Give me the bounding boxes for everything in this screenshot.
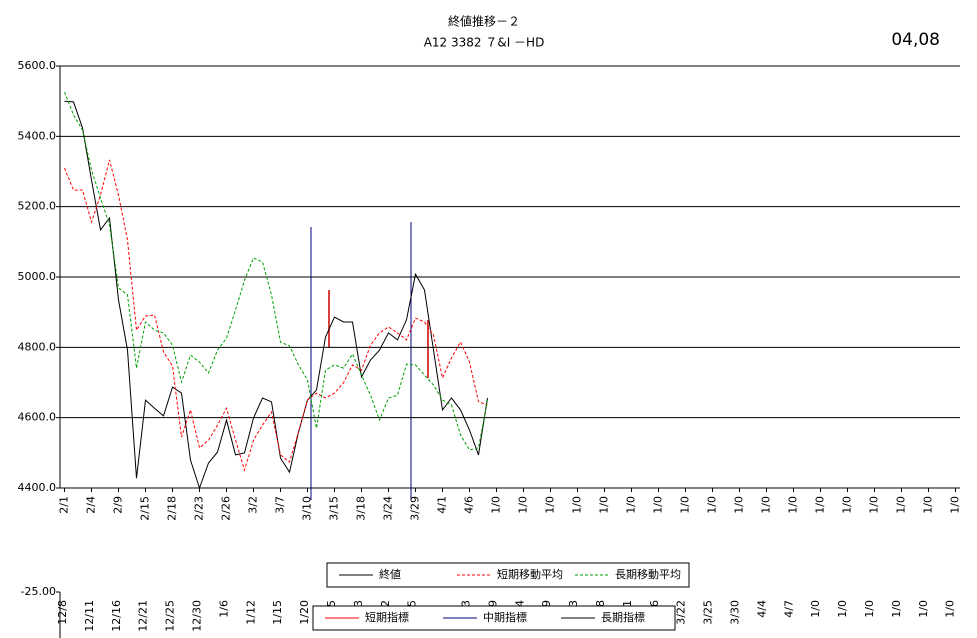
x-tick-label: 4/7 [782,600,795,618]
x-tick-label: 1 [621,600,634,607]
legend-label: 終値 [379,567,401,581]
x-tick-label: 3 [460,600,473,607]
x-tick-label: 1/0 [490,496,503,514]
x-tick-label: 12/11 [83,600,96,632]
x-tick-label: 12/21 [137,600,150,632]
y-tick-label: 4400.0 [18,481,57,494]
x-tick-label: 1/0 [706,496,719,514]
x-tick-label: 1/0 [922,496,935,514]
y-tick-label: 5000.0 [18,270,57,283]
x-tick-label: 3/29 [409,496,422,521]
x-tick-label: 2/4 [85,496,98,514]
legend-label: 短期移動平均 [497,567,563,581]
x-tick-label: 1/0 [890,600,903,618]
x-tick-label: 3/10 [301,496,314,521]
y-tick-label: 5400.0 [18,129,57,142]
x-tick-label: 12/8 [56,600,69,625]
x-tick-label: 2 [379,600,392,607]
x-tick-label: 9 [540,600,553,607]
x-tick-label: 1/15 [271,600,284,625]
chart-subtitle: A12 3382 ７&I －HD [424,36,545,50]
x-tick-label: 1/0 [544,496,557,514]
series-line [64,100,488,490]
x-tick-label: 1/0 [895,496,908,514]
series-line [64,159,488,472]
x-tick-label: 1/0 [787,496,800,514]
x-tick-label: 3/30 [729,600,742,625]
series-line [64,91,488,451]
x-tick-label: 2/1 [58,496,71,514]
x-tick-label: 12/25 [164,600,177,632]
x-tick-label: 2/18 [166,496,179,521]
y-tick-label: 5200.0 [18,200,57,213]
legend-label: 長期指標 [601,610,645,624]
x-tick-label: 3/7 [274,496,287,514]
x-tick-label: 1/0 [917,600,930,618]
chart-title: 終値推移－２ [448,14,520,29]
x-tick-label: 4/1 [436,496,449,514]
x-tick-label: 1/0 [814,496,827,514]
y-tick-label: 4600.0 [18,411,57,424]
x-tick-label: 1/0 [652,496,665,514]
annotation: 04,08 [891,30,940,50]
y-tick-label: -25.00 [21,585,56,598]
x-tick-label: 3 [567,600,580,607]
x-tick-label: 1/0 [625,496,638,514]
x-tick-label: 1/0 [863,600,876,618]
x-tick-label: 3 [352,600,365,607]
x-tick-label: 1/20 [298,600,311,625]
x-tick-label: 1/0 [679,496,692,514]
x-tick-label: 1/0 [868,496,881,514]
x-tick-label: 9 [486,600,499,607]
x-tick-label: 1/0 [809,600,822,618]
y-tick-label: 5600.0 [18,59,57,72]
x-tick-label: 12/16 [110,600,123,632]
legend-label: 短期指標 [365,610,409,624]
x-tick-label: 3/24 [382,496,395,521]
legend-label: 長期移動平均 [615,567,681,581]
x-tick-label: 2/15 [139,496,152,521]
x-tick-label: 3/22 [675,600,688,625]
x-tick-label: 1/0 [760,496,773,514]
x-tick-label: 2/9 [112,496,125,514]
x-tick-label: 1/6 [217,600,230,618]
x-tick-label: 1/0 [949,496,962,514]
x-tick-label: 2/26 [220,496,233,521]
x-tick-label: 1/12 [244,600,257,625]
x-tick-label: 5 [406,600,419,607]
legend-box [312,605,676,631]
x-tick-label: 12/30 [191,600,204,632]
x-tick-label: 1/0 [571,496,584,514]
x-tick-label: 1/0 [733,496,746,514]
x-tick-label: 3/18 [355,496,368,521]
y-tick-label: 4800.0 [18,340,57,353]
x-tick-label: 3/25 [702,600,715,625]
x-tick-label: 4 [513,600,526,607]
legend-label: 中期指標 [483,610,527,624]
x-tick-label: 4/4 [755,600,768,618]
x-tick-label: 1/0 [841,496,854,514]
x-tick-label: 2/23 [193,496,206,521]
x-tick-label: 1/0 [944,600,957,618]
x-tick-label: 3/15 [328,496,341,521]
x-tick-label: 4/6 [463,496,476,514]
x-tick-label: 1/0 [517,496,530,514]
x-tick-label: 1/0 [598,496,611,514]
x-tick-label: 3/2 [247,496,260,514]
x-tick-label: 1/0 [836,600,849,618]
x-tick-label: 8 [594,600,607,607]
legend-box [326,562,690,588]
